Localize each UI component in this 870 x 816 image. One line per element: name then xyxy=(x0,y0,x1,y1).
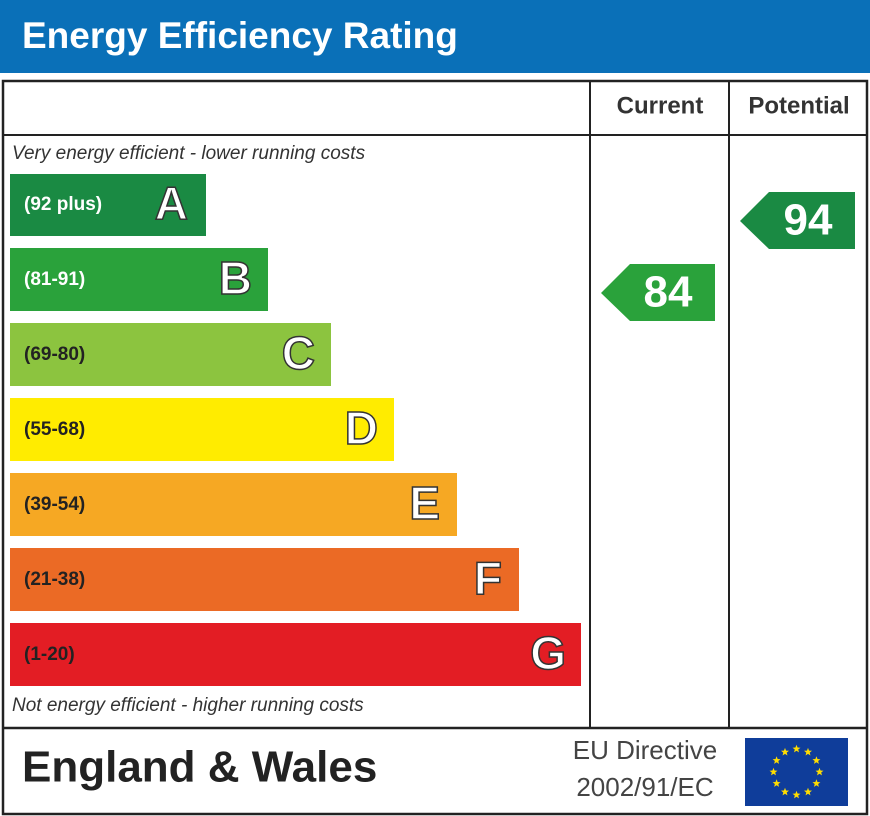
bands: (92 plus) A (81-91) B (69-80) C (55-68) … xyxy=(10,174,581,686)
band-letter: F xyxy=(474,552,502,604)
flag-star xyxy=(781,787,789,796)
bottom-note: Not energy efficient - higher running co… xyxy=(12,695,364,716)
directive-line: 2002/91/EC xyxy=(576,772,713,802)
band-b xyxy=(10,248,268,311)
flag-star xyxy=(792,790,801,799)
band-letter: E xyxy=(409,477,440,529)
flag-star xyxy=(772,779,781,787)
flag-star xyxy=(792,744,801,753)
band-range: (92 plus) xyxy=(24,194,102,215)
band-range: (21-38) xyxy=(24,569,85,590)
flag-star xyxy=(769,767,778,776)
band-letter: G xyxy=(530,627,566,679)
current-header: Current xyxy=(617,92,704,119)
band-a xyxy=(10,174,206,236)
frame xyxy=(1,79,869,816)
band-range: (55-68) xyxy=(24,419,85,440)
eu-flag xyxy=(745,738,848,806)
flag-star xyxy=(815,767,824,776)
band-range: (69-80) xyxy=(24,344,85,365)
band-range: (81-91) xyxy=(24,269,85,290)
band-f xyxy=(10,548,519,611)
title: Energy Efficiency Rating xyxy=(22,15,458,56)
title-bar xyxy=(0,0,870,73)
band-e xyxy=(10,473,457,536)
band-c xyxy=(10,323,331,386)
band-range: (1-20) xyxy=(24,644,75,665)
potential-score: 94 xyxy=(784,196,833,245)
band-d xyxy=(10,398,394,461)
directive-line: EU Directive xyxy=(573,735,717,765)
flag-star xyxy=(812,756,821,764)
top-note: Very energy efficient - lower running co… xyxy=(12,143,366,164)
band-letter: C xyxy=(282,327,315,379)
current-score: 84 xyxy=(644,268,693,317)
flag-star xyxy=(804,747,812,756)
current-arrow xyxy=(601,264,715,321)
potential-arrow xyxy=(740,192,855,249)
flag-star xyxy=(812,779,821,787)
flag-star xyxy=(772,756,781,764)
region: England & Wales xyxy=(22,743,377,792)
band-letter: B xyxy=(219,252,252,304)
band-letter: D xyxy=(345,402,378,454)
band-g xyxy=(10,623,581,686)
flag-star xyxy=(804,787,812,796)
band-letter: A xyxy=(155,177,188,229)
flag-star xyxy=(781,747,789,756)
potential-header: Potential xyxy=(748,92,849,119)
band-range: (39-54) xyxy=(24,494,85,515)
